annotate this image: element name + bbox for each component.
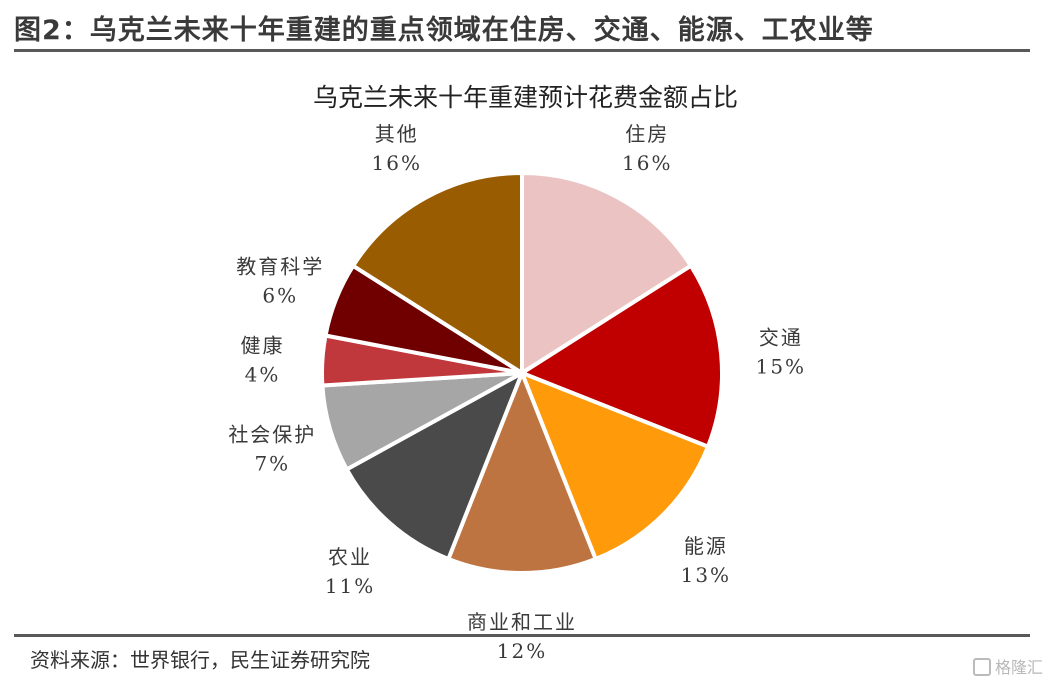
slice-value-2: 15% — [756, 355, 806, 379]
pie-slice-5 — [344, 371, 524, 561]
slice-value-3: 13% — [681, 563, 731, 587]
slice-value-4: 12% — [497, 639, 547, 663]
pie-slice-2 — [520, 263, 724, 449]
figure-title: 图2：乌克兰未来十年重建的重点领域在住房、交通、能源、工农业等 — [14, 15, 874, 46]
pie-slice-3 — [520, 371, 710, 561]
pie-slice-4 — [446, 371, 598, 575]
watermark-logo-icon — [972, 658, 991, 676]
watermark: 格隆汇 — [972, 654, 1043, 678]
pie-slice-9 — [351, 171, 524, 375]
top-rule — [14, 49, 1030, 52]
chart-title: 乌克兰未来十年重建预计花费金额占比 — [312, 83, 738, 112]
slice-label-4: 商业和工业 — [467, 610, 577, 634]
slice-label-7: 健康 — [241, 334, 285, 358]
slice-value-5: 11% — [325, 574, 375, 598]
slice-value-9: 16% — [372, 151, 422, 175]
watermark-text: 格隆汇 — [994, 658, 1043, 677]
bottom-rule — [14, 634, 1030, 637]
slice-value-7: 4% — [245, 363, 281, 387]
slice-label-2: 交通 — [759, 326, 803, 350]
pie-slice-1 — [520, 171, 693, 375]
slice-label-1: 住房 — [625, 122, 669, 146]
source-note: 资料来源：世界银行，民生证券研究院 — [30, 648, 370, 672]
slice-label-9: 其他 — [375, 122, 419, 146]
slice-label-8: 教育科学 — [236, 254, 324, 278]
slice-value-8: 6% — [262, 283, 298, 307]
slice-label-3: 能源 — [684, 534, 728, 558]
slice-value-1: 16% — [622, 151, 672, 175]
slice-label-5: 农业 — [328, 545, 372, 569]
slice-label-6: 社会保护 — [228, 423, 316, 447]
slice-value-6: 7% — [254, 452, 290, 476]
